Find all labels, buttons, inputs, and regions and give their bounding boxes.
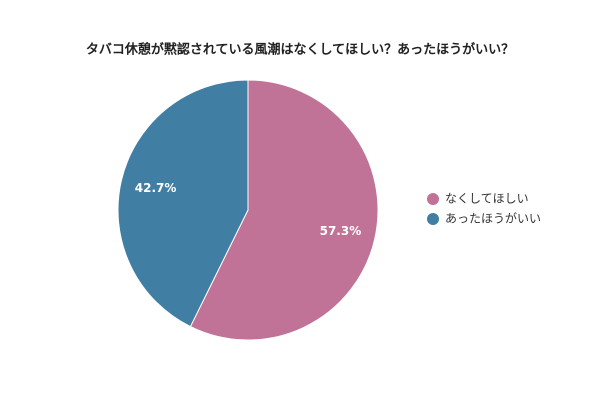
pie-slice bbox=[189, 79, 379, 341]
pie-slice bbox=[117, 79, 249, 328]
legend-marker bbox=[427, 213, 439, 225]
value-label: 42.7% bbox=[135, 181, 177, 195]
legend-label: あったほうがいい bbox=[445, 211, 541, 226]
chart-title: タバコ休憩が黙認されている風潮はなくしてほしい？あったほうがいい？ bbox=[86, 42, 514, 58]
legend-marker bbox=[427, 193, 439, 205]
value-label: 57.3% bbox=[320, 224, 362, 238]
legend-label: なくしてほしい bbox=[445, 192, 529, 206]
